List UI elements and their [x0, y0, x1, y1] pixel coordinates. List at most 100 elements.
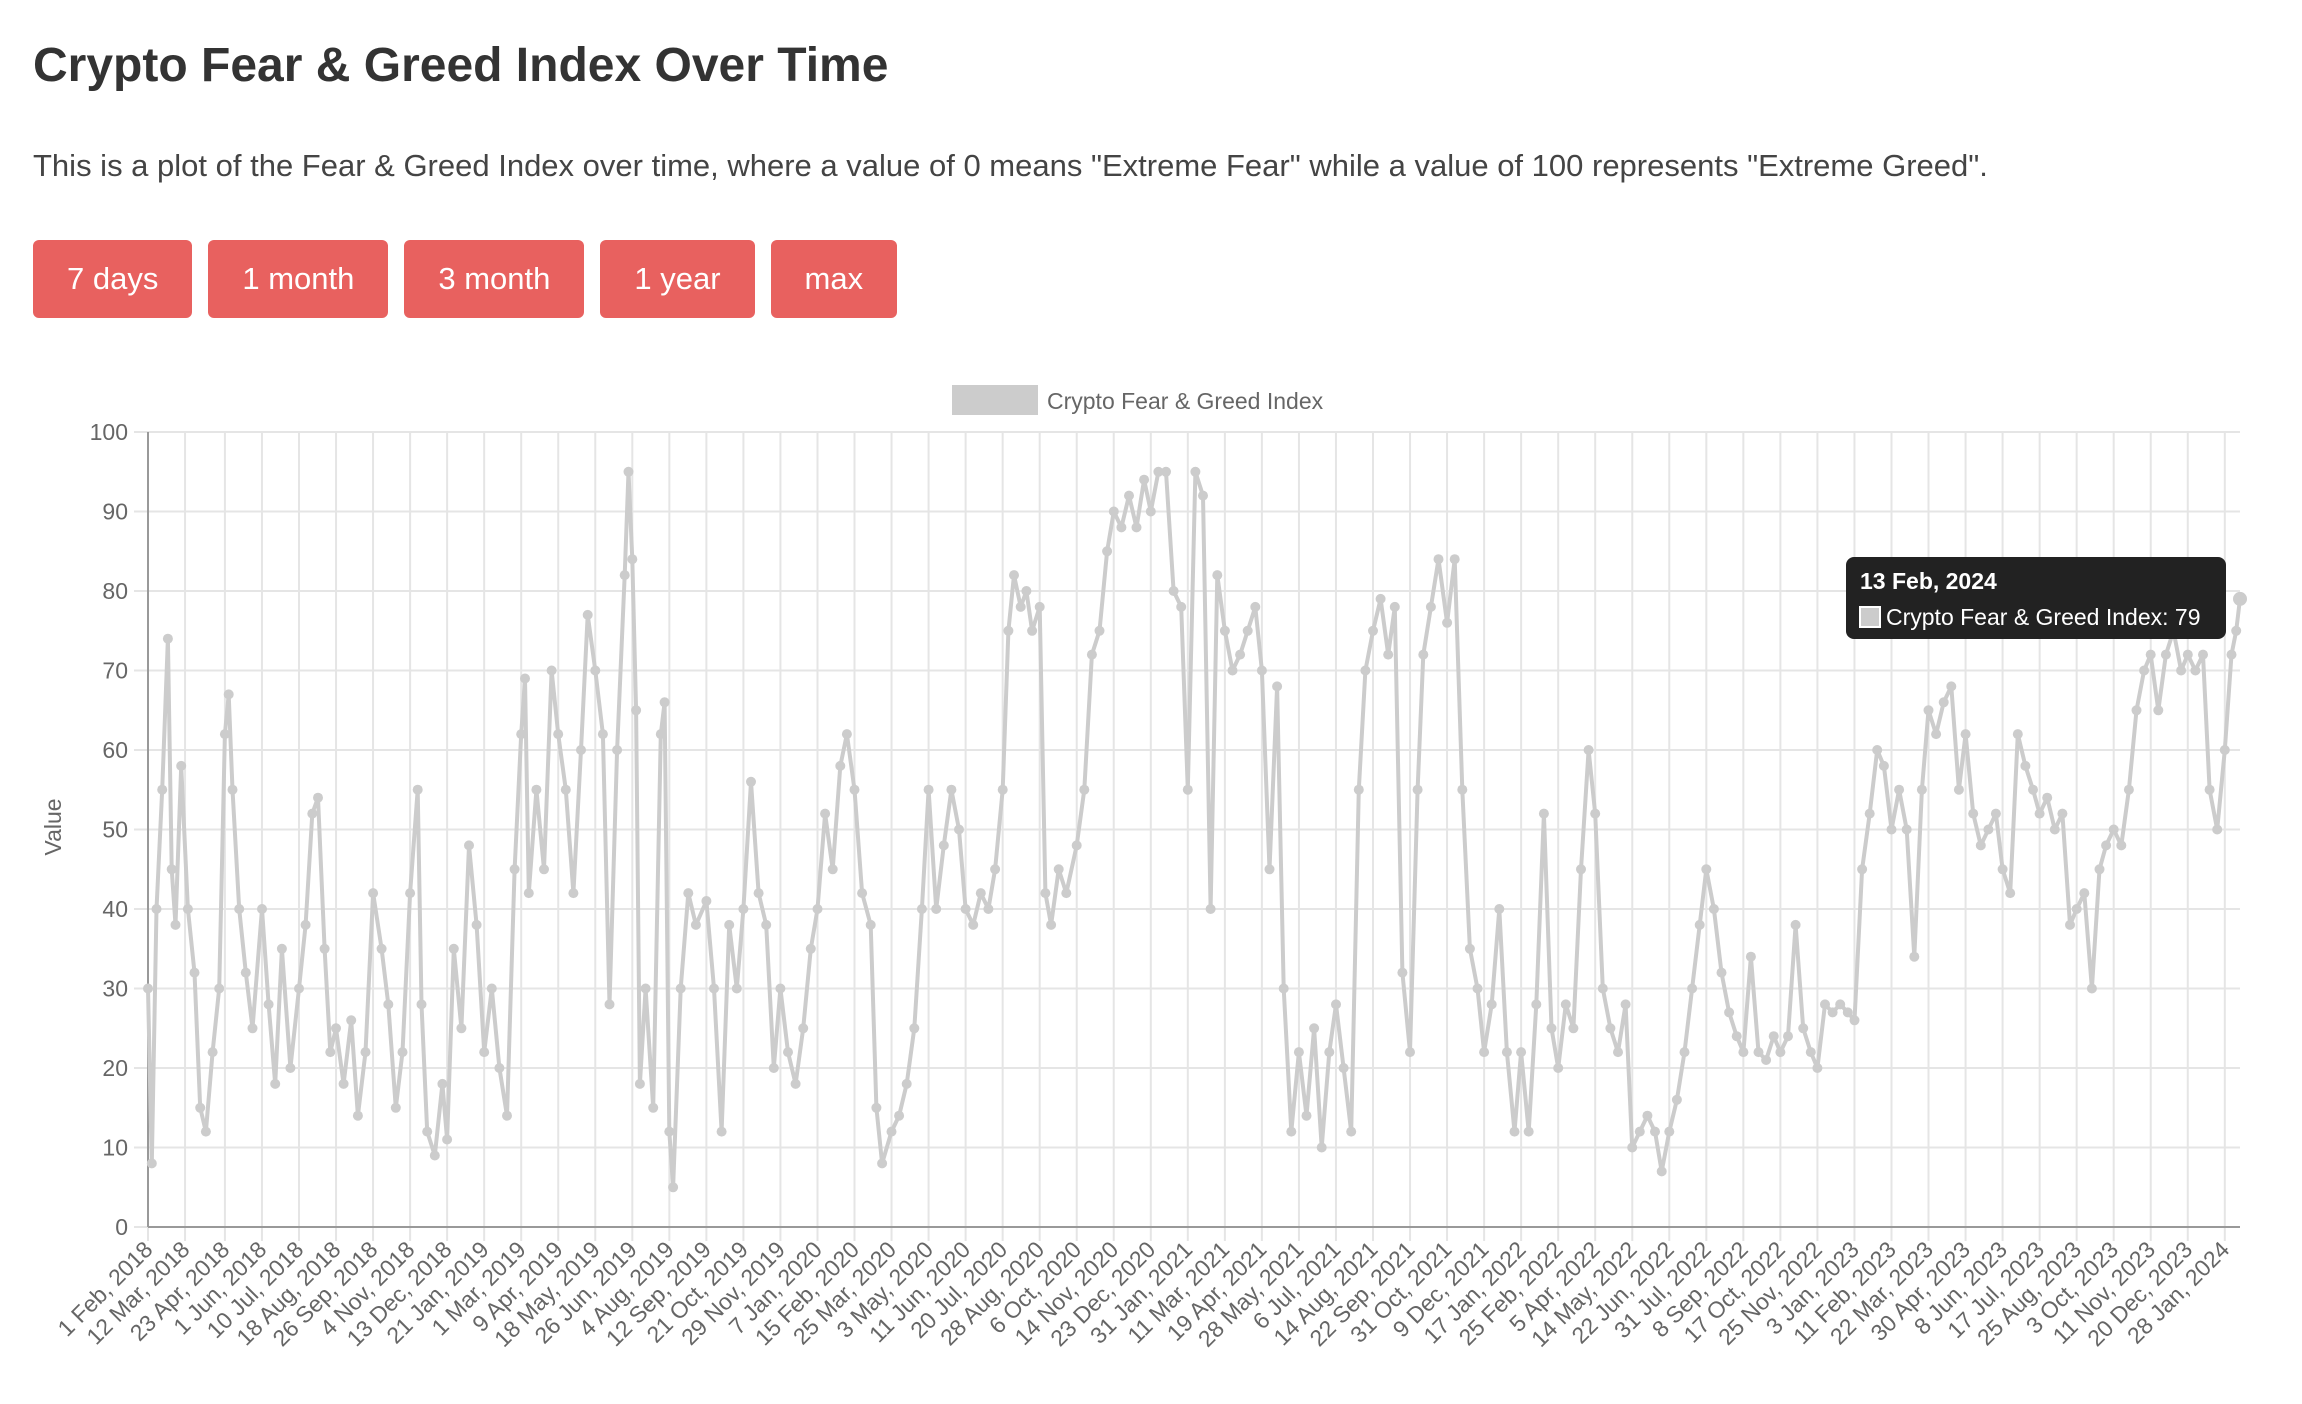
data-point[interactable] — [1198, 490, 1208, 501]
data-point[interactable] — [1931, 729, 1942, 740]
data-point[interactable] — [157, 784, 168, 795]
data-point[interactable] — [724, 919, 735, 930]
data-point[interactable] — [1560, 999, 1571, 1010]
data-point[interactable] — [2116, 840, 2127, 851]
data-point[interactable] — [690, 919, 701, 930]
data-point[interactable] — [1457, 784, 1468, 795]
data-point[interactable] — [200, 1126, 211, 1137]
data-point[interactable] — [2226, 649, 2237, 660]
data-point[interactable] — [648, 1102, 659, 1113]
data-point[interactable] — [716, 1126, 727, 1137]
range-button-3-month[interactable]: 3 month — [404, 240, 585, 318]
data-point[interactable] — [1568, 1023, 1579, 1034]
data-point[interactable] — [300, 919, 311, 930]
chart-points[interactable] — [143, 466, 2247, 1193]
data-point[interactable] — [1716, 967, 1727, 978]
data-point[interactable] — [1894, 784, 1905, 795]
data-point[interactable] — [1664, 1126, 1675, 1137]
data-point[interactable] — [2094, 864, 2105, 875]
data-point[interactable] — [2108, 824, 2119, 835]
data-point[interactable] — [1479, 1047, 1490, 1058]
data-point[interactable] — [798, 1023, 809, 1034]
data-point[interactable] — [1642, 1110, 1653, 1121]
data-point[interactable] — [1656, 1166, 1667, 1177]
data-point[interactable] — [623, 466, 634, 477]
data-point[interactable] — [479, 1047, 490, 1058]
data-point[interactable] — [2071, 904, 2082, 914]
data-point[interactable] — [631, 705, 642, 716]
data-point[interactable] — [1597, 983, 1608, 994]
data-point[interactable] — [494, 1063, 505, 1073]
data-point[interactable] — [1613, 1047, 1623, 1058]
data-point[interactable] — [1627, 1142, 1638, 1153]
data-point[interactable] — [1909, 951, 1920, 962]
data-point[interactable] — [761, 919, 772, 930]
data-point[interactable] — [486, 983, 497, 994]
data-point[interactable] — [954, 824, 964, 835]
data-point[interactable] — [1250, 601, 1261, 612]
data-point[interactable] — [553, 729, 564, 740]
data-point[interactable] — [1805, 1047, 1816, 1058]
data-point[interactable] — [1605, 1023, 1616, 1034]
data-point[interactable] — [668, 1182, 679, 1193]
data-point[interactable] — [1494, 904, 1505, 914]
data-point[interactable] — [997, 784, 1008, 795]
data-point[interactable] — [1278, 983, 1289, 994]
data-point[interactable] — [2139, 665, 2150, 676]
data-point[interactable] — [1360, 665, 1371, 676]
data-point[interactable] — [683, 888, 694, 899]
data-point[interactable] — [835, 760, 846, 771]
data-point[interactable] — [1968, 808, 1979, 819]
data-point[interactable] — [1620, 999, 1631, 1010]
data-point[interactable] — [1235, 649, 1246, 660]
data-point[interactable] — [960, 904, 971, 914]
data-point[interactable] — [1383, 649, 1394, 660]
data-point[interactable] — [1131, 522, 1142, 533]
data-point[interactable] — [2231, 625, 2242, 636]
data-point[interactable] — [1205, 904, 1216, 914]
data-point[interactable] — [1671, 1094, 1682, 1105]
data-point[interactable] — [2233, 591, 2247, 606]
data-point[interactable] — [1842, 1007, 1853, 1018]
data-point[interactable] — [456, 1023, 467, 1034]
data-point[interactable] — [1857, 864, 1868, 875]
data-point[interactable] — [1145, 506, 1156, 517]
data-point[interactable] — [2049, 824, 2060, 835]
data-point[interactable] — [1168, 586, 1179, 596]
data-point[interactable] — [397, 1047, 408, 1058]
data-point[interactable] — [331, 1023, 341, 1034]
data-point[interactable] — [1034, 601, 1045, 612]
data-point[interactable] — [1015, 601, 1026, 612]
data-point[interactable] — [247, 1023, 258, 1034]
data-point[interactable] — [162, 633, 173, 644]
data-point[interactable] — [390, 1102, 401, 1113]
data-point[interactable] — [176, 760, 187, 771]
data-point[interactable] — [1923, 705, 1934, 716]
data-point[interactable] — [405, 888, 416, 899]
data-point[interactable] — [1256, 665, 1267, 676]
data-point[interactable] — [1775, 1047, 1786, 1058]
data-point[interactable] — [2065, 919, 2075, 930]
data-point[interactable] — [1338, 1063, 1349, 1073]
data-point[interactable] — [568, 888, 579, 899]
data-point[interactable] — [1983, 824, 1994, 835]
data-point[interactable] — [1820, 999, 1830, 1010]
data-point[interactable] — [214, 983, 225, 994]
data-point[interactable] — [1219, 625, 1230, 636]
data-point[interactable] — [1553, 1063, 1564, 1073]
data-point[interactable] — [634, 1078, 645, 1089]
data-point[interactable] — [1531, 999, 1542, 1010]
data-point[interactable] — [1161, 466, 1171, 477]
data-point[interactable] — [1953, 784, 1964, 795]
data-point[interactable] — [1872, 745, 1883, 755]
data-point[interactable] — [1009, 570, 1019, 581]
data-point[interactable] — [143, 983, 153, 994]
data-point[interactable] — [1242, 625, 1253, 636]
data-point[interactable] — [923, 784, 934, 795]
data-point[interactable] — [523, 888, 534, 899]
data-point[interactable] — [2028, 784, 2038, 795]
data-point[interactable] — [182, 904, 193, 914]
data-point[interactable] — [2212, 824, 2223, 835]
data-point[interactable] — [368, 888, 379, 899]
data-point[interactable] — [531, 784, 542, 795]
